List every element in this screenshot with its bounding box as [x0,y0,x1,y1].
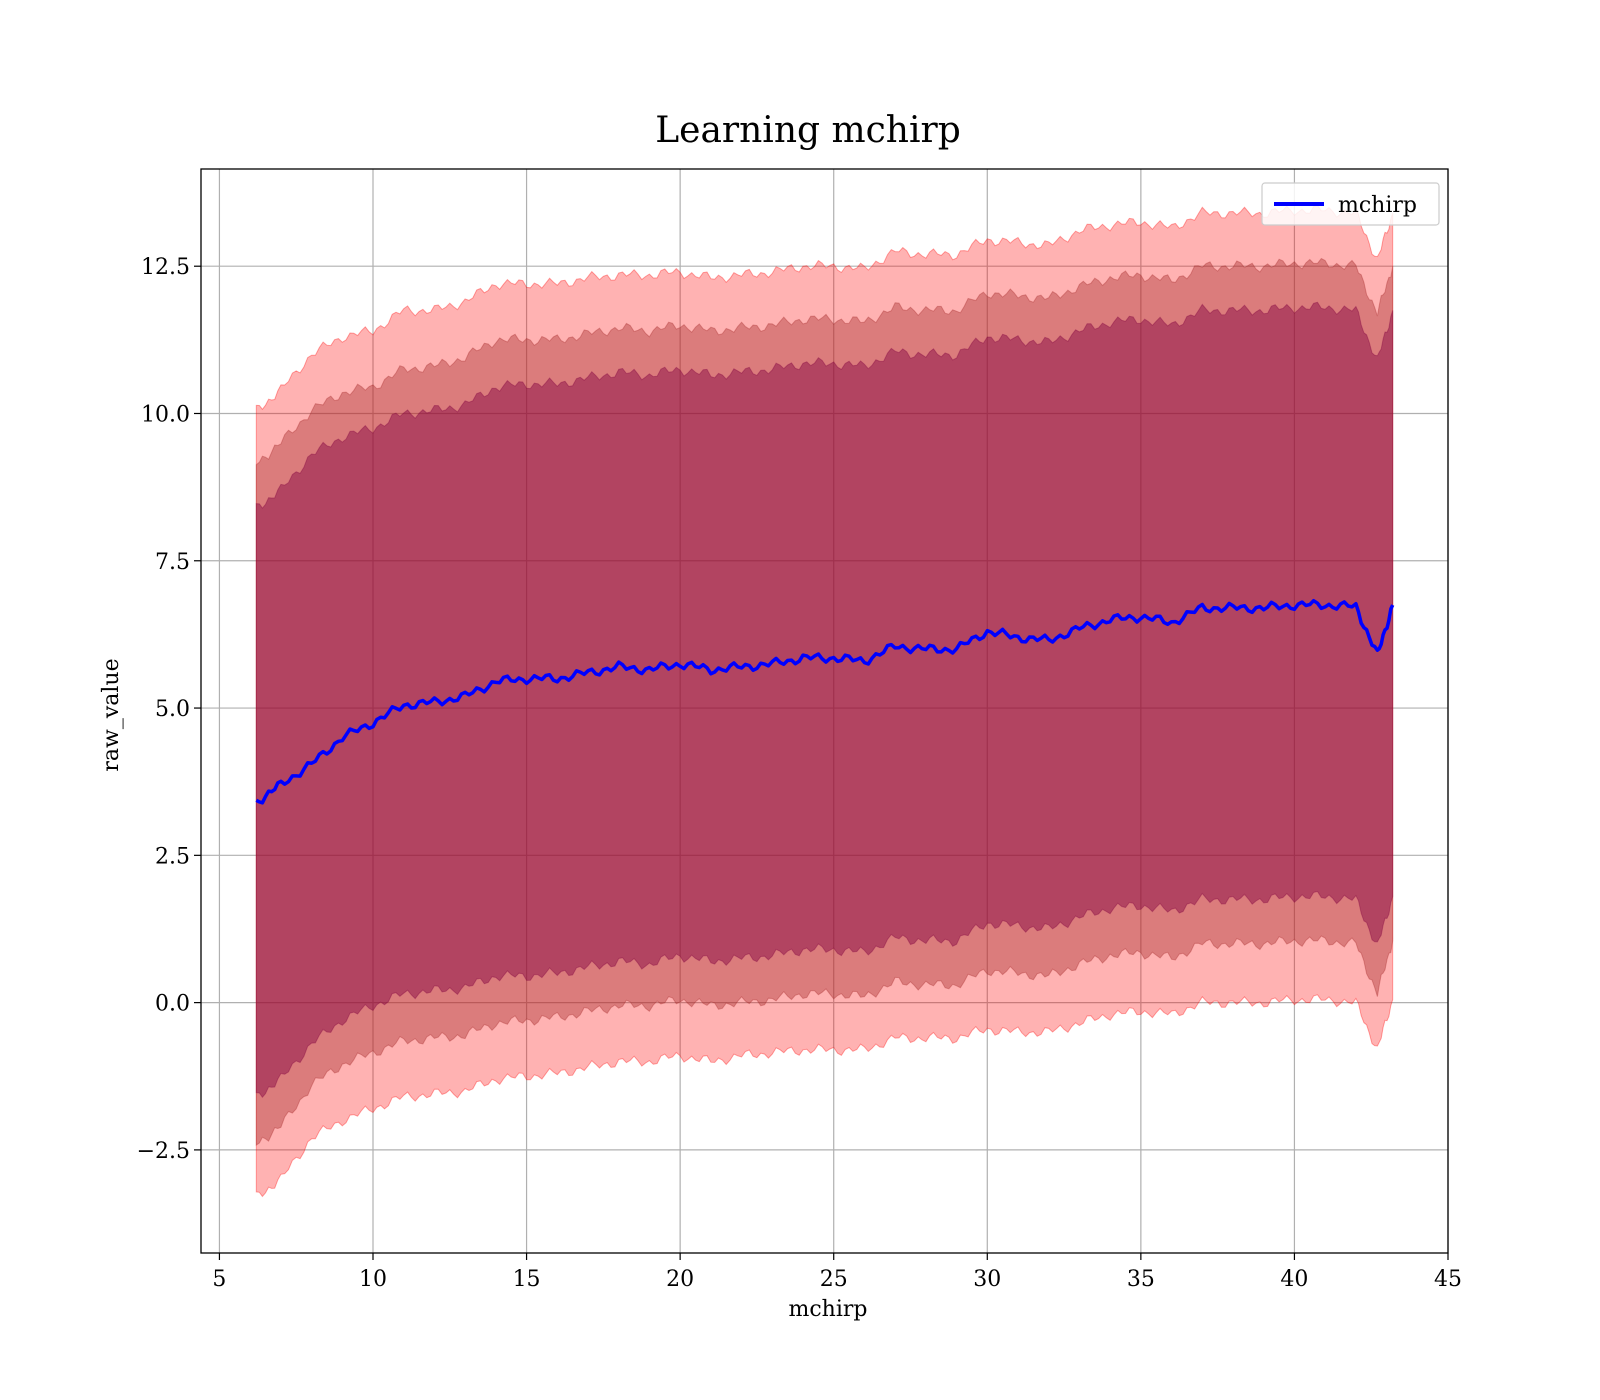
plot-frame [200,168,1449,1254]
chart-title: Learning mchirp [655,110,961,151]
legend-entry-mchirp: mchirp [1338,193,1417,218]
legend-box [1261,182,1440,226]
y-tick-label-4: 7.5 [155,550,190,575]
x-axis-label: mchirp [789,1297,868,1322]
band-1 [255,257,1394,1147]
x-tick-label-0: 5 [212,1267,226,1292]
y-tick-label-5: 10.0 [141,402,190,427]
y-tick-label-3: 5.0 [155,697,190,722]
x-tick-label-7: 40 [1280,1267,1308,1292]
x-tick-label-8: 45 [1434,1267,1462,1292]
series-line-mchirp [255,598,1395,805]
x-tick-label-1: 10 [359,1267,387,1292]
x-tick-label-4: 25 [820,1267,848,1292]
x-tick-label-3: 20 [666,1267,694,1292]
band-0 [255,204,1394,1198]
legend: mchirp [1261,182,1440,226]
band-2 [255,301,1394,1099]
y-tick-label-0: −2.5 [137,1139,190,1164]
series-lines [255,598,1395,805]
y-axis-label: raw_value [99,658,124,771]
x-tick-label-2: 15 [513,1267,541,1292]
x-tick-label-6: 35 [1127,1267,1155,1292]
confidence-bands [255,204,1394,1198]
y-tick-label-6: 12.5 [141,255,190,280]
y-tick-label-2: 2.5 [155,844,190,869]
y-tick-label-1: 0.0 [155,992,190,1017]
x-tick-label-5: 30 [973,1267,1001,1292]
x-axis-ticks: 5 10 15 20 25 30 35 40 45 [212,1253,1462,1292]
y-axis-ticks: −2.5 0.0 2.5 5.0 7.5 10.0 12.5 [137,255,201,1164]
